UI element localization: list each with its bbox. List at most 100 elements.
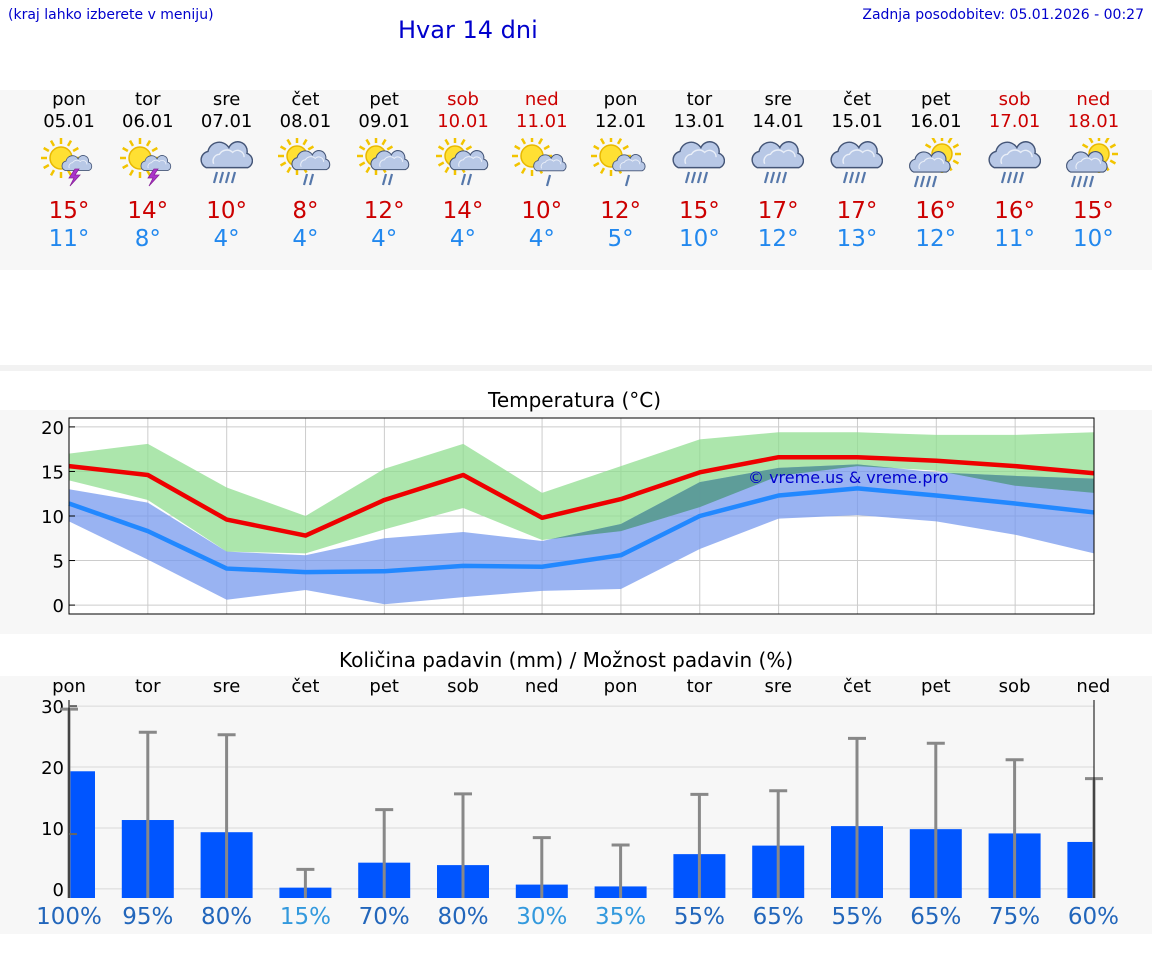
cloud-rain-icon [672,141,726,184]
precip-probability: 55% [831,904,883,930]
precip-day-label: pet [921,676,951,697]
temp-min: 8° [134,226,161,252]
precip-probability: 65% [752,904,804,930]
precip-probability: 100% [36,904,102,930]
temp-min: 11° [994,226,1035,252]
cloud-rain-icon [830,141,883,184]
day-date: 11.01 [516,111,568,132]
precip-day-label: tor [135,676,161,697]
day-column: čet 08.01 [265,89,345,133]
temp-min: 10° [679,226,720,252]
precip-day-label: sre [764,676,792,697]
day-name: pet [369,89,399,110]
day-column: ned 18.01 [1053,89,1133,133]
precip-probability: 60% [1067,904,1119,930]
temp-max: 17° [836,198,878,224]
y-tick-label: 0 [53,596,64,617]
temp-max: 15° [48,198,90,224]
sun-cloud-light-rain-icon [511,138,567,187]
day-name: čet [842,89,872,110]
precip-day-label: pon [52,676,86,697]
sun-cloud-light-rain-icon [590,138,646,187]
day-column: pet 16.01 [896,89,976,133]
day-date: 09.01 [358,111,410,132]
precip-day-label: tor [686,676,713,697]
temp-max: 16° [915,198,957,224]
sun-shape [41,138,81,178]
precip-probability: 70% [358,904,410,930]
day-column: sob 10.01 [423,89,503,133]
separator-band [0,365,1152,371]
precip-day-label: sob [998,676,1031,697]
day-column: sre 07.01 [187,89,267,133]
cloud-rain-icon [200,141,253,184]
y-tick-label: 20 [41,418,64,439]
day-name: ned [1076,89,1111,110]
temp-max: 12° [600,198,641,224]
temp-max: 14° [442,198,484,224]
temp-max: 15° [679,198,720,224]
day-column: sre 14.01 [738,89,818,133]
temp-min: 12° [757,226,799,252]
y-tick-label: 30 [41,697,64,718]
min-temp-line [68,486,1095,575]
temp-min: 13° [836,226,878,252]
day-name: pon [52,89,86,110]
precip-day-label: čet [842,676,872,697]
day-date: 07.01 [200,111,253,132]
temperature-chart: 0 5 10 15 20 © vreme.us & vreme.pro [41,417,1095,617]
precip-probability: 55% [673,904,725,930]
precip-probability: 80% [201,904,253,930]
temp-min: 4° [292,226,319,252]
day-date: 05.01 [43,111,95,132]
day-column: pon 12.01 [581,89,661,133]
day-name: pet [921,89,951,110]
daily-forecast-band [0,90,1152,270]
day-date: 10.01 [437,111,489,132]
day-date: 16.01 [910,111,962,132]
y-tick-label: 10 [41,507,64,528]
temp-min: 4° [371,226,398,252]
day-name: pon [603,89,638,110]
day-column: čet 15.01 [817,89,897,133]
day-date: 08.01 [279,111,332,132]
precip-day-label: sre [212,676,241,697]
day-date: 17.01 [988,111,1041,132]
precip-probability: 30% [516,904,568,930]
day-name: tor [135,89,161,110]
temp-max: 10° [521,198,563,224]
temp-max: 12° [363,198,405,224]
region-hint[interactable]: (kraj lahko izberete v meniju) [8,7,214,23]
cloud-rain-icon [751,141,805,184]
day-column: tor 06.01 [108,89,188,133]
sun-thunderstorm-icon [41,138,93,187]
precip-day-label: pet [369,676,399,697]
temp-max: 15° [1073,198,1114,224]
day-column: ned 11.01 [502,89,582,133]
day-column: pet 09.01 [344,89,424,133]
y-tick-label: 0 [53,880,64,901]
precip-day-label: čet [291,676,320,697]
precip-day-label: ned [1076,676,1111,697]
cloud-rain-icon [988,141,1041,184]
temp-max: 10° [206,198,247,224]
day-date: 12.01 [594,111,647,132]
y-tick-label: 15 [41,462,64,483]
sun-cloud-rain-icon [436,138,489,186]
day-column: pon 05.01 [29,89,109,133]
day-name: čet [291,89,320,110]
sun-cloud-heavy-rain-icon [1066,138,1119,188]
precip-probability: 80% [437,904,489,930]
day-name: sob [447,89,479,110]
precipitation-chart: 0 10 20 30 [41,697,1103,901]
temp-max: 17° [757,198,799,224]
temp-min: 11° [48,226,90,252]
day-date: 14.01 [752,111,804,132]
temperature-chart-title: Temperatura (°C) [488,388,662,412]
day-name: sob [998,89,1031,110]
last-updated: Zadnja posodobitev: 05.01.2026 - 00:27 [862,7,1144,23]
sun-cloud-rain-icon [357,138,410,186]
y-tick-label: 5 [53,552,64,573]
plot-frame [68,417,1095,615]
precip-probability: 65% [910,904,962,930]
